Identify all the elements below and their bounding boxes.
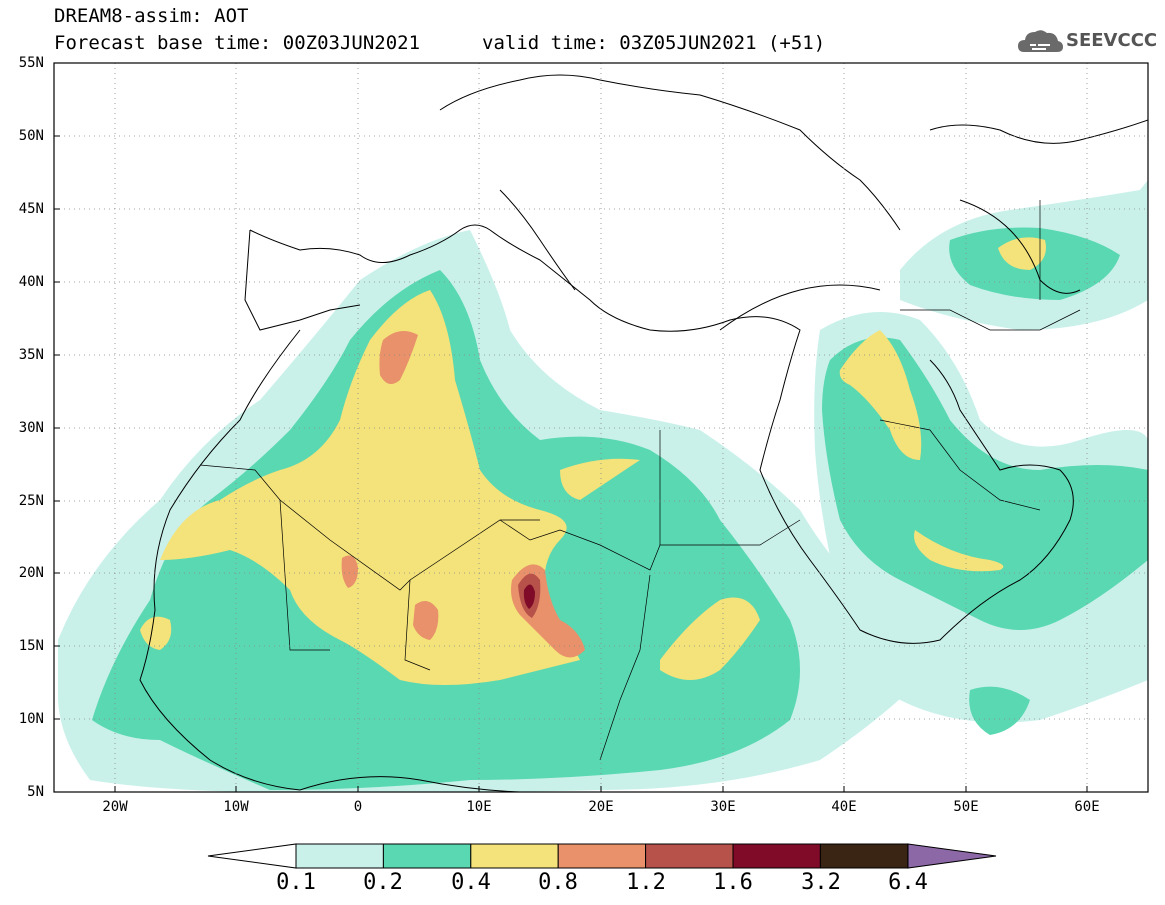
- lat-label: 5N: [27, 784, 44, 800]
- lat-label: 30N: [18, 420, 44, 436]
- lat-label: 15N: [18, 638, 44, 654]
- seevccc-logo: SEEVCCC: [1016, 24, 1157, 56]
- lon-label: 10W: [223, 799, 249, 815]
- lat-label: 25N: [18, 493, 44, 509]
- lon-label: 20E: [588, 799, 614, 815]
- colorbar-label: 0.1: [276, 870, 316, 895]
- colorbar-label: 3.2: [801, 870, 841, 895]
- colorbar-label: 1.6: [713, 870, 753, 895]
- axis-ticks: [54, 62, 1088, 793]
- colorbar-label: 0.4: [451, 870, 491, 895]
- lon-label: 20W: [102, 799, 128, 815]
- lat-label: 10N: [18, 711, 44, 727]
- aot-field: [54, 63, 1148, 792]
- lon-label: 50E: [953, 799, 979, 815]
- borders: [199, 200, 1081, 761]
- lat-label: 50N: [18, 128, 44, 144]
- lat-label: 45N: [18, 201, 44, 217]
- lon-label: 10E: [466, 799, 492, 815]
- lon-label: 0: [353, 799, 363, 815]
- lat-label: 40N: [18, 274, 44, 290]
- colorbar-label: 1.2: [626, 870, 666, 895]
- forecast-base-time: Forecast base time: 00Z03JUN2021: [54, 32, 421, 54]
- lat-label: 55N: [18, 55, 44, 71]
- lon-label: 30E: [710, 799, 736, 815]
- cloud-icon: [1018, 30, 1063, 52]
- valid-time: valid time: 03Z05JUN2021 (+51): [482, 32, 826, 54]
- lat-label: 35N: [18, 347, 44, 363]
- map-title: DREAM8-assim: AOT: [54, 5, 249, 27]
- colorbar-label: 6.4: [888, 870, 928, 895]
- colorbar-label: 0.2: [363, 870, 403, 895]
- lon-label: 60E: [1074, 799, 1100, 815]
- lat-label: 20N: [18, 565, 44, 581]
- lon-label: 40E: [831, 799, 857, 815]
- colorbar-label: 0.8: [538, 870, 578, 895]
- map-frame: [53, 62, 1149, 793]
- logo-text: SEEVCCC: [1066, 30, 1158, 51]
- coastlines: [139, 74, 1148, 792]
